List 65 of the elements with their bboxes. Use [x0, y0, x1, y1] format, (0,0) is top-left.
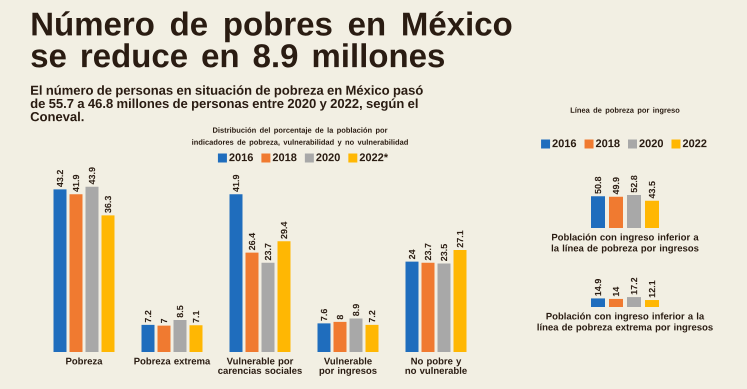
- bar: [230, 194, 242, 352]
- data-label: 23.7: [424, 243, 432, 260]
- legend-label: 2016: [552, 139, 576, 148]
- legend-label: 2020: [316, 153, 340, 162]
- x-tick-label: Población con ingreso inferior a la línea de pobreza extrema por ingresos: [538, 312, 713, 332]
- data-label: 23.5: [440, 244, 448, 262]
- data-label: 7.2: [144, 310, 152, 322]
- data-label: 52.8: [630, 175, 638, 192]
- data-label: 8.5: [176, 306, 184, 318]
- bar: [102, 215, 115, 352]
- data-label: 24: [408, 249, 416, 260]
- bar: [142, 324, 154, 352]
- data-label: 12.1: [648, 280, 656, 298]
- data-label: 7.1: [192, 310, 200, 323]
- data-label: 17.2: [630, 278, 638, 294]
- x-tick-label: Vulnerable por carencias sociales: [218, 357, 302, 374]
- legend-label: 2020: [639, 139, 664, 148]
- data-label: 26.4: [248, 232, 256, 250]
- data-label: 43.5: [648, 181, 656, 198]
- bar: [454, 250, 466, 352]
- bar: [174, 320, 187, 352]
- legend-label: 2018: [596, 139, 620, 148]
- legend-label: 2022: [682, 139, 706, 148]
- x-tick-label: Población con ingreso inferior a la línea de pobreza por ingresos: [552, 233, 699, 254]
- bar: [190, 325, 203, 352]
- legend-label: 2018: [272, 153, 297, 162]
- data-label: 41.9: [232, 174, 240, 192]
- x-tick-label: No pobre y no vulnerable: [405, 357, 467, 374]
- x-tick-label: Vulnerable por ingresos: [320, 357, 377, 376]
- bar: [350, 318, 362, 352]
- data-label: 8.9: [352, 304, 360, 316]
- data-label: 8: [336, 314, 344, 320]
- data-label: 50.8: [594, 176, 602, 194]
- legend-label: 2016: [229, 153, 253, 162]
- bar: [318, 323, 330, 352]
- bar: [70, 194, 82, 352]
- bar: [262, 262, 275, 352]
- text: Número de pobres en México se reduce en 8.9 millones: [31, 11, 512, 68]
- data-label: 41.9: [72, 174, 80, 192]
- data-label: 36.3: [104, 196, 112, 213]
- x-tick-label: Pobreza: [66, 357, 103, 364]
- bar: [54, 189, 66, 352]
- bar: [438, 264, 450, 352]
- data-label: 14.9: [594, 279, 602, 296]
- bar: [422, 262, 434, 352]
- data-label: 43.9: [88, 167, 96, 184]
- bar: [246, 252, 258, 352]
- data-label: 49.9: [612, 177, 620, 194]
- bar: [366, 324, 378, 352]
- data-label: 29.4: [280, 222, 288, 239]
- data-label: 7.6: [320, 309, 328, 321]
- data-label: 27.1: [456, 230, 464, 248]
- bar: [334, 322, 346, 352]
- data-label: 23.7: [264, 243, 272, 260]
- data-label: 7: [160, 318, 168, 324]
- data-label: 43.2: [56, 170, 64, 188]
- legend-label: 2022*: [360, 153, 388, 162]
- bar: [158, 326, 170, 352]
- bar: [278, 241, 290, 352]
- x-tick-label: Pobreza extrema: [134, 357, 210, 364]
- bar: [406, 262, 418, 352]
- data-label: 14: [612, 286, 620, 296]
- data-label: 7.2: [368, 310, 376, 322]
- text: El número de personas en situación de pobreza en México pasó de 55.7 a 46.8 millones de personas entre 2020 y 2022, según el Coneval.: [30, 85, 423, 122]
- bar: [86, 186, 99, 352]
